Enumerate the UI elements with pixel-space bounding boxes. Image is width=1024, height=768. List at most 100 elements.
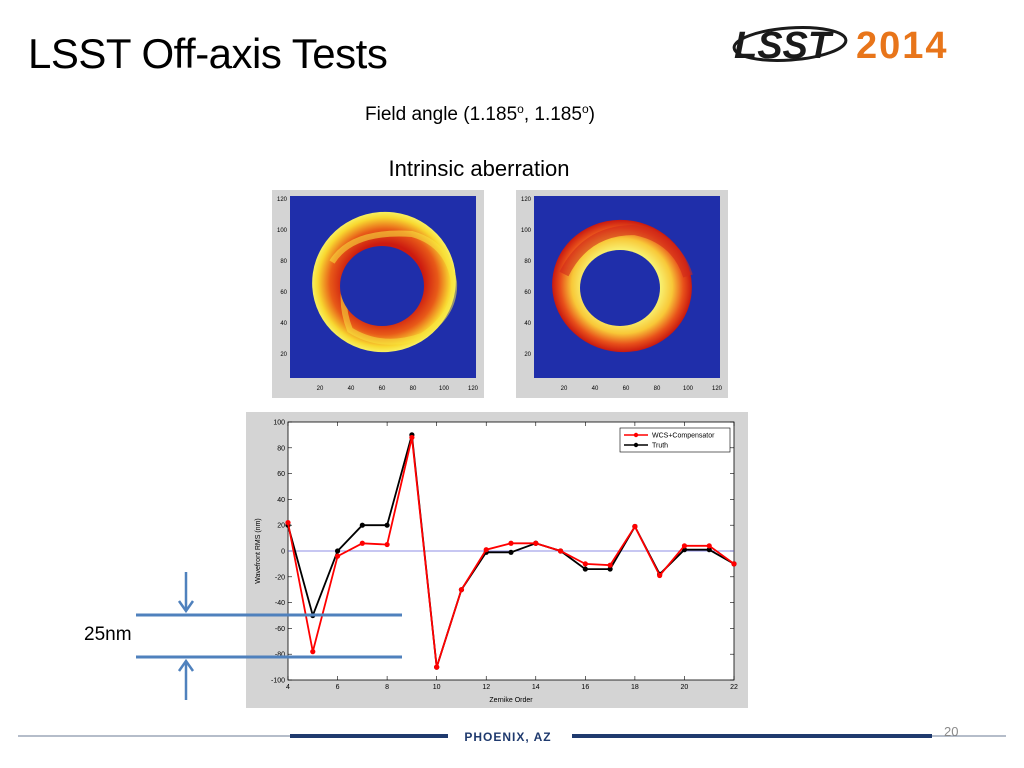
footer-bar-right [572,734,932,738]
map-left-ytick: 80 [280,259,287,265]
amplitude-annotation [136,572,402,700]
lsst2014-logo: LSST 2014 [732,25,949,67]
map-right-xtick: 120 [712,386,723,392]
y-tick-label: 20 [277,523,285,530]
map-right-ytick: 40 [524,321,531,327]
y-tick-label: -60 [275,626,285,633]
legend: WCS+Compensator Truth [619,427,731,453]
data-point-wcs [434,664,440,670]
data-point-wcs [533,540,539,546]
data-point-truth [706,547,712,553]
footer-location: PHOENIX, AZ [464,730,551,744]
y-tick-label: 0 [281,549,285,556]
x-tick-label: 8 [385,684,389,691]
data-point-wcs [458,587,465,593]
map-left-ytick: 20 [280,352,287,358]
data-point-wcs [310,649,316,655]
data-point-truth [607,566,613,572]
y-tick-label: -80 [275,652,285,659]
map-left-xtick: 20 [317,386,324,392]
y-axis-label: Wavefront RMS (nm) [255,518,262,583]
x-tick-label: 4 [286,684,290,691]
data-point-wcs [582,561,588,567]
legend-marker-truth [633,442,639,448]
field-angle-text-3: ) [588,104,595,125]
zernike-chart-panel: 100 80 60 40 20 0 -20 -40 -60 -80 -100 4 6 8 10 12 14 16 1… [246,412,748,708]
y-tick-label: 100 [273,420,285,427]
x-axis-label: Zernike Order [489,697,533,704]
data-point-wcs [607,562,613,568]
logo-text-2014: 2014 [856,25,949,67]
field-angle-caption: Field angle (1.185o, 1.185o) [0,102,960,126]
map-left-hole [340,246,424,326]
field-angle-text-1: Field angle (1.185 [365,104,518,125]
data-point-wcs [359,540,365,546]
data-point-wcs [384,541,390,548]
data-point-wcs [483,547,489,553]
map-left-xtick: 80 [410,386,417,392]
data-point-wcs [334,553,341,559]
x-tick-label: 10 [433,684,441,691]
data-point-truth [508,549,514,555]
aberration-map-right: 120 100 80 60 40 20 20 40 60 80 100 120 [516,190,728,398]
map-right-hole [580,250,660,326]
degree-mark-2: o [581,102,589,116]
field-angle-text-2: , 1.185 [523,104,582,125]
data-point-wcs [508,540,514,546]
data-point-truth [359,522,365,528]
data-point-truth [334,548,341,554]
data-point-wcs [681,543,688,549]
y-tick-label: -40 [275,600,285,607]
map-right-xtick: 100 [683,386,694,392]
data-point-truth [384,522,390,528]
data-point-wcs [632,523,638,530]
footer-bar: PHOENIX, AZ [18,730,1006,744]
data-point-wcs [285,520,291,526]
y-tick-label: 40 [277,497,285,504]
map-right-ytick: 20 [524,352,531,358]
map-left-xtick: 100 [439,386,450,392]
map-right-xtick: 60 [623,386,630,392]
map-right-ytick: 60 [524,290,531,296]
legend-marker-wcs [633,432,639,438]
legend-box [619,427,731,453]
legend-label-truth: Truth [652,443,668,450]
map-right-xtick: 40 [592,386,599,392]
x-tick-label: 12 [482,684,490,691]
aberration-title: Intrinsic aberration [388,156,570,181]
y-tick-label: -100 [271,678,285,685]
x-tick-label: 18 [631,684,639,691]
page-number: 20 [944,724,959,739]
map-left-xtick: 40 [348,386,355,392]
map-right-xtick: 20 [561,386,568,392]
footer-bar-left [290,734,448,738]
arrow-up-icon [177,658,195,700]
map-left-ytick: 100 [277,228,288,234]
x-tick-label: 22 [730,684,738,691]
x-tick-label: 14 [532,684,540,691]
map-right-ytick: 80 [524,259,531,265]
data-point-wcs [657,572,663,579]
y-tick-label: 80 [277,445,285,452]
map-right-ytick: 120 [521,197,532,203]
aberration-map-left: 120 100 80 60 40 20 20 40 60 80 100 120 [272,190,484,398]
x-tick-label: 6 [336,684,340,691]
map-left-ytick: 40 [280,321,287,327]
logo-text-lsst: LSST [734,25,834,67]
data-point-wcs [731,561,737,567]
annotation-label: 25nm [84,624,132,645]
x-tick-label: 16 [581,684,589,691]
map-left-ytick: 120 [277,197,288,203]
map-left-xtick: 60 [379,386,386,392]
x-tick-label: 20 [681,684,689,691]
degree-mark-1: o [517,102,524,116]
y-tick-label: -20 [275,574,285,581]
legend-label-wcs: WCS+Compensator [652,433,715,440]
aberration-map-left-plot: 120 100 80 60 40 20 20 40 60 80 100 120 [277,196,479,392]
map-left-ytick: 60 [280,290,287,296]
y-tick-label: 60 [277,471,285,478]
slide-title: LSST Off-axis Tests [28,30,388,77]
data-point-wcs [409,434,415,441]
aberration-map-right-plot: 120 100 80 60 40 20 20 40 60 80 100 120 [521,196,723,392]
